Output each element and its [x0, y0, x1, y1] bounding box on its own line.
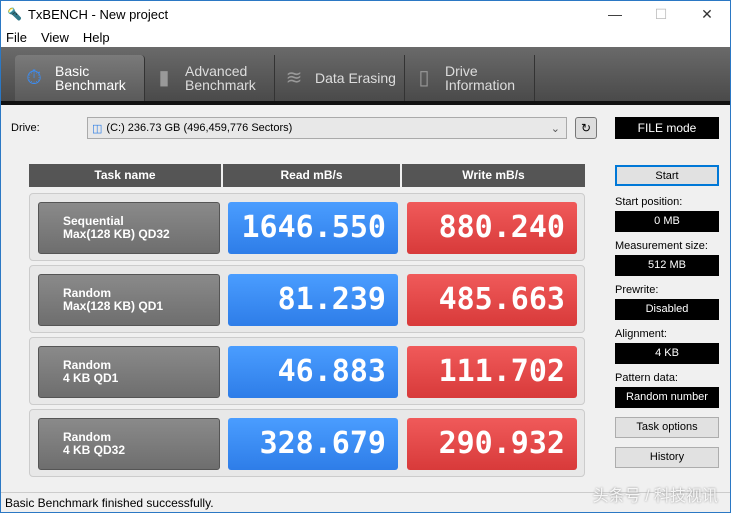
tab-label: Benchmark	[55, 77, 126, 93]
tab-label: Advanced	[185, 63, 248, 79]
tab-basic-benchmark[interactable]: ⏱ Basic Benchmark	[15, 55, 145, 101]
drive-icon: ◫	[92, 122, 103, 135]
menu-file[interactable]: File	[6, 29, 27, 45]
stopwatch-icon: ⏱	[26, 67, 42, 89]
tab-label: Basic	[55, 63, 90, 79]
task-button[interactable]: Random 4 KB QD32	[38, 418, 220, 470]
header-task-name: Task name	[29, 164, 221, 187]
data-field[interactable]: Random number	[615, 387, 719, 408]
settings-panel: Start Start position: 0 MB Measurement s…	[615, 165, 719, 468]
tab-label: Drive	[445, 63, 478, 79]
write-value: 290.932	[407, 418, 577, 470]
watermark: 头条号 / 科技视讯	[592, 488, 718, 505]
drive-value: (C:) 236.73 GB (496,459,776 Sectors)	[106, 122, 293, 134]
write-value: 880.240	[407, 202, 577, 254]
read-value: 81.239	[228, 274, 398, 326]
window-title: TxBENCH - New project	[27, 6, 169, 22]
prewrite-field[interactable]: Disabled	[615, 299, 719, 320]
tab-advanced-benchmark[interactable]: ▮ Advanced Benchmark	[145, 55, 275, 101]
task-button[interactable]: Random 4 KB QD1	[38, 346, 220, 398]
drive-label: Drive:	[11, 122, 40, 134]
menu-help[interactable]: Help	[82, 29, 110, 45]
table-row: Random 4 KB QD32 328.679 290.932	[29, 409, 585, 477]
start-position-field[interactable]: 0 MB	[615, 211, 719, 232]
status-bar: Basic Benchmark finished successfully.	[1, 492, 730, 512]
drive-info-icon: ▯	[418, 67, 430, 89]
chevron-down-icon: ⌄	[550, 122, 560, 135]
table-row: Sequential Max(128 KB) QD32 1646.550 880.…	[29, 193, 585, 261]
drive-select[interactable]: ◫ (C:) 236.73 GB (496,459,776 Sectors) ⌄	[87, 117, 567, 139]
task-options-button[interactable]: Task options	[615, 417, 719, 438]
tab-label: Information	[445, 77, 516, 93]
table-row: Random 4 KB QD1 46.883 111.702	[29, 337, 585, 405]
close-button[interactable]: ✕	[701, 5, 713, 22]
refresh-button[interactable]: ↻	[575, 117, 597, 139]
alignment-label: Alignment:	[615, 328, 667, 340]
data-label: Pattern data:	[615, 372, 678, 384]
prewrite-label: Prewrite:	[615, 284, 659, 296]
minimize-button[interactable]: —	[608, 5, 622, 22]
table-header: Task name Read mB/s Write mB/s	[29, 164, 585, 187]
task-button[interactable]: Sequential Max(128 KB) QD32	[38, 202, 220, 254]
table-row: Random Max(128 KB) QD1 81.239 485.663	[29, 265, 585, 333]
file-mode-indicator: FILE mode	[615, 117, 719, 139]
read-value: 1646.550	[228, 202, 398, 254]
write-value: 111.702	[407, 346, 577, 398]
task-button[interactable]: Random Max(128 KB) QD1	[38, 274, 220, 326]
tab-label: Data Erasing	[315, 70, 396, 86]
write-value: 485.663	[407, 274, 577, 326]
tab-data-erasing[interactable]: ≋ Data Erasing	[275, 55, 405, 101]
drive-row: Drive: ◫ (C:) 236.73 GB (496,459,776 Sect…	[11, 117, 720, 139]
history-button[interactable]: History	[615, 447, 719, 468]
tab-label: Benchmark	[185, 77, 256, 93]
eraser-icon: ≋	[285, 67, 303, 89]
tab-drive-information[interactable]: ▯ Drive Information	[405, 55, 535, 101]
read-value: 46.883	[228, 346, 398, 398]
read-value: 328.679	[228, 418, 398, 470]
maximize-button[interactable]: ☐	[654, 5, 668, 22]
title-bar: 🔦 TxBENCH - New project — ☐ ✕	[1, 1, 730, 27]
start-button[interactable]: Start	[615, 165, 719, 186]
start-position-label: Start position:	[615, 196, 683, 208]
measurement-size-label: Measurement size:	[615, 240, 708, 252]
measurement-size-field[interactable]: 512 MB	[615, 255, 719, 276]
alignment-field[interactable]: 4 KB	[615, 343, 719, 364]
main-tabs: ⏱ Basic Benchmark ▮ Advanced Benchmark ≋ Data…	[1, 47, 730, 105]
app-icon: 🔦	[7, 7, 22, 21]
menu-bar: File View Help	[1, 27, 730, 47]
menu-view[interactable]: View	[40, 29, 69, 45]
bar-chart-icon: ▮	[158, 67, 170, 89]
header-read: Read mB/s	[223, 164, 400, 187]
header-write: Write mB/s	[402, 164, 585, 187]
